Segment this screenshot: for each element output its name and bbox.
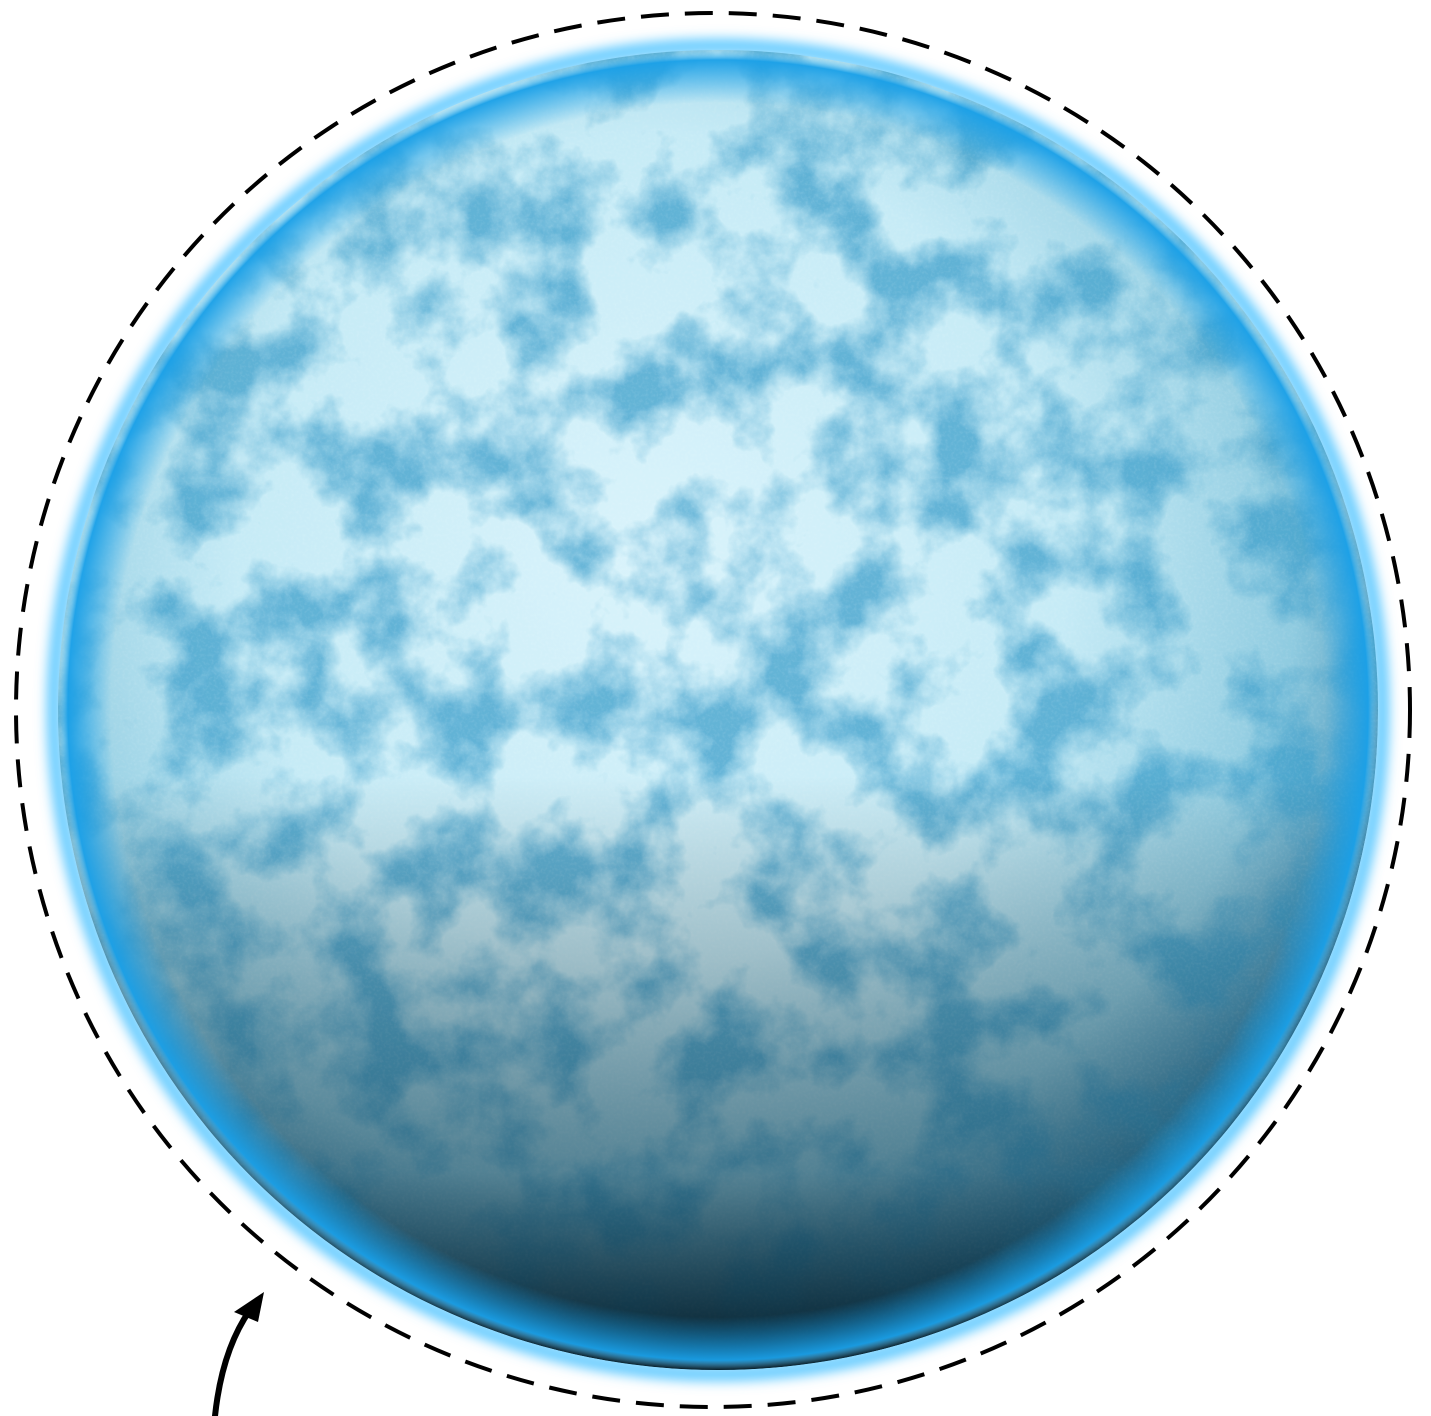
atmosphere-glow	[47, 39, 1389, 1381]
arrow-head	[234, 1292, 264, 1322]
planet	[58, 50, 1378, 1370]
dashed-outline	[14, 11, 1412, 1409]
arrow-shaft	[212, 1307, 253, 1416]
